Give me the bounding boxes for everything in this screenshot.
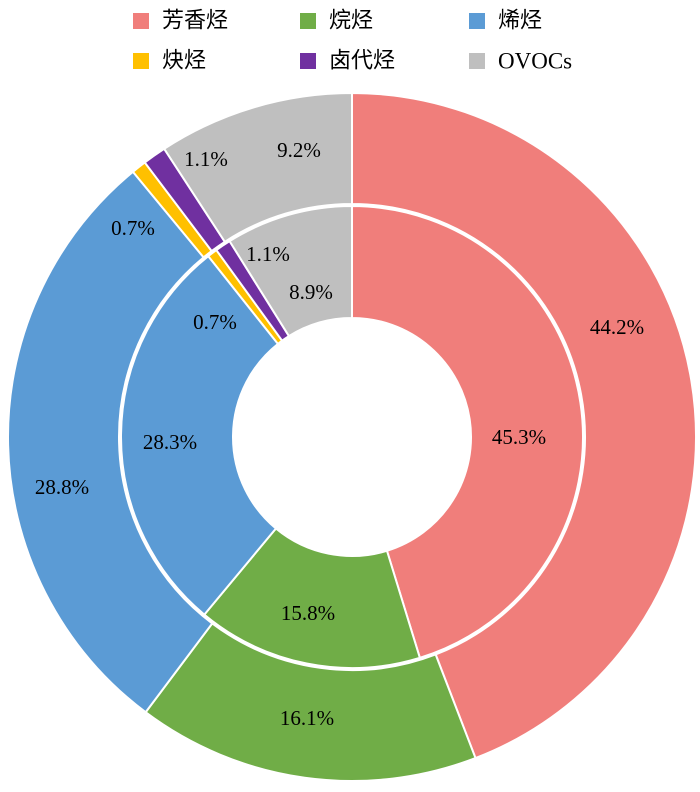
outer-label-0: 44.2% <box>590 315 644 339</box>
outer-slice-5 <box>162 91 353 244</box>
legend-label-4: 卤代烃 <box>329 49 395 74</box>
outer-label-4: 1.1% <box>184 147 228 171</box>
legend-label-2: 烯烃 <box>498 9 542 34</box>
inner-label-3: 0.7% <box>193 310 237 334</box>
legend-label-0: 芳香烃 <box>162 9 228 34</box>
inner-ring <box>120 204 584 669</box>
outer-slice-2 <box>7 170 214 714</box>
inner-label-2: 28.3% <box>143 430 197 454</box>
inner-label-0: 45.3% <box>492 425 546 449</box>
legend-swatch-5 <box>469 53 485 69</box>
legend-swatch-4 <box>300 53 316 69</box>
inner-label-4: 1.1% <box>246 242 290 266</box>
outer-ring <box>7 91 697 782</box>
data-labels: 44.2% 16.1% 28.8% 0.7% 1.1% 9.2% 45.3% 15.8% 28.… <box>35 138 644 730</box>
inner-label-1: 15.8% <box>281 601 335 625</box>
outer-slice-0 <box>351 91 697 760</box>
legend-label-5: OVOCs <box>498 49 572 74</box>
inner-slice-1 <box>202 527 422 669</box>
outer-label-1: 16.1% <box>280 706 334 730</box>
inner-slice-5 <box>228 204 353 338</box>
legend-swatch-1 <box>300 13 316 29</box>
outer-label-5: 9.2% <box>277 138 321 162</box>
legend-swatch-3 <box>133 53 149 69</box>
legend-swatch-0 <box>133 13 149 29</box>
inner-label-5: 8.9% <box>289 280 333 304</box>
inner-slice-0 <box>351 204 584 660</box>
inner-slice-2 <box>120 254 280 617</box>
legend-swatch-2 <box>469 13 485 29</box>
outer-label-3: 0.7% <box>111 216 155 240</box>
legend-label-3: 炔烃 <box>162 49 206 74</box>
outer-label-2: 28.8% <box>35 475 89 499</box>
legend-label-1: 烷烃 <box>329 9 373 34</box>
